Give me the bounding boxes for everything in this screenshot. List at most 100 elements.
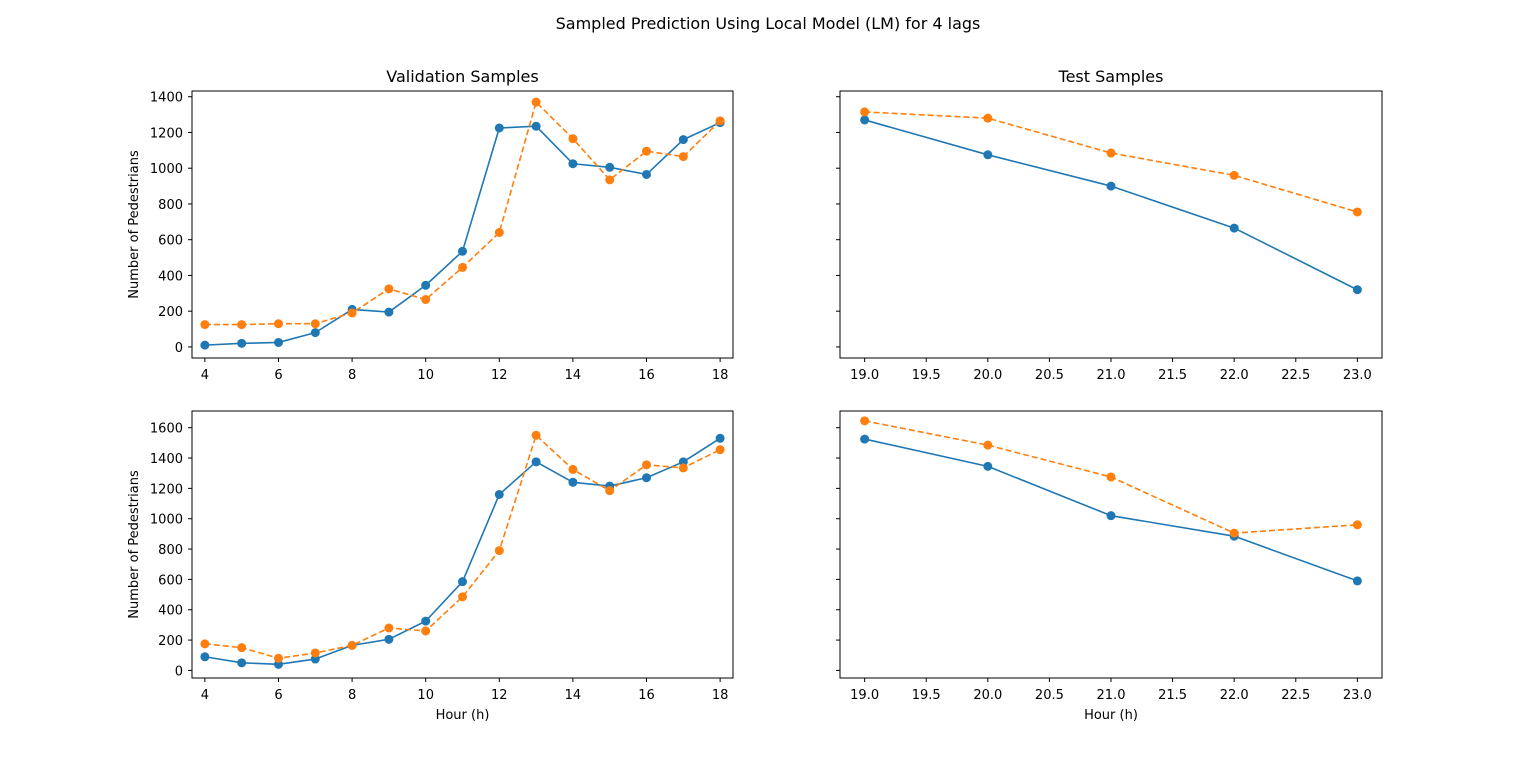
data-point [421,616,431,626]
x-tick-label: 16 [638,688,655,703]
subplot-2: 19.0 19.5 20.0 20.5 21.0 21.5 22.0 22.5 23.0 Test… [836,67,1383,383]
data-point [642,460,652,470]
x-tick-label: 18 [712,368,729,383]
data-point [860,107,870,117]
y-tick-label: 400 [158,269,183,284]
data-point [605,162,615,172]
data-point [458,262,467,272]
data-point [1352,207,1362,217]
data-point [642,473,652,483]
data-point [237,320,247,330]
series-line-solid [204,121,721,346]
x-axis-label: Hour (h) [436,708,490,723]
x-tick-label: 6 [274,368,282,383]
x-tick-label: 21.5 [1158,368,1187,383]
x-axis-label: Hour (h) [1084,708,1138,723]
data-point [458,592,467,602]
data-point [494,546,504,556]
data-point [200,652,210,662]
y-tick-label: 600 [158,573,183,588]
data-point [568,477,578,487]
x-tick-label: 16 [638,368,655,383]
data-point [983,461,993,471]
x-tick-label: 23.0 [1343,688,1372,703]
y-tick-label: 1000 [150,162,183,177]
data-point [1106,511,1116,521]
data-point [531,97,541,107]
data-point [1229,528,1239,538]
x-tick-label: 21.0 [1097,688,1126,703]
data-point [1106,181,1116,191]
data-point [421,626,431,636]
y-tick-label: 0 [175,341,183,356]
x-tick-label: 6 [274,688,282,703]
subplot-1: 4 6 8 10 12 14 16 18 0 200 400 600 800 1000 1200 1400 Va… [127,67,734,383]
y-tick-label: 800 [158,198,183,213]
x-tick-label: 19.0 [850,368,879,383]
data-point [568,464,578,474]
data-point [384,634,394,644]
x-tick-label: 12 [491,688,508,703]
series-line-solid [864,119,1358,291]
data-point [860,416,870,426]
subplots-group: 4 6 8 10 12 14 16 18 0 200 400 600 800 1000 1200 1400 Va… [127,67,1383,723]
data-point [421,280,431,290]
x-tick-label: 10 [417,688,434,703]
x-tick-label: 18 [712,688,729,703]
data-point [347,308,357,318]
x-tick-label: 23.0 [1343,368,1372,383]
x-tick-label: 20.0 [973,368,1002,383]
y-axis-label: Number of Pedestrians [127,470,142,619]
data-point [273,337,283,347]
axes-frame [839,90,1383,359]
data-point [605,486,615,496]
data-point [200,340,210,350]
x-tick-label: 8 [348,688,356,703]
data-point [310,328,320,338]
y-tick-label: 1400 [150,91,183,106]
y-tick-label: 1400 [150,452,183,467]
figure-title: Sampled Prediction Using Local Model (LM… [556,14,981,33]
subplot-4: 19.0 19.5 20.0 20.5 21.0 21.5 22.0 22.5 23.0 Hour… [836,410,1383,723]
x-tick-label: 21.0 [1097,368,1126,383]
data-point [1352,576,1362,586]
data-point [1229,223,1239,233]
data-point [384,623,394,633]
x-tick-label: 19.5 [912,688,941,703]
x-tick-label: 20.0 [973,688,1002,703]
y-tick-label: 800 [158,543,183,558]
x-tick-label: 4 [201,368,209,383]
data-point [347,640,357,650]
data-point [531,121,541,131]
data-point [1229,170,1239,180]
data-point [384,284,394,294]
data-point [605,175,615,185]
y-tick-label: 1200 [150,482,183,497]
data-point [715,116,725,126]
data-point [678,152,688,162]
x-tick-label: 22.5 [1281,368,1310,383]
y-tick-label: 200 [158,634,183,649]
data-point [1106,148,1116,158]
x-tick-label: 21.5 [1158,688,1187,703]
data-point [1106,472,1116,482]
data-point [678,463,688,473]
data-point [421,295,431,305]
y-tick-label: 1200 [150,126,183,141]
x-tick-label: 22.0 [1220,368,1249,383]
y-tick-label: 200 [158,305,183,320]
data-point [1352,285,1362,295]
subplot-title: Validation Samples [386,67,538,86]
x-tick-label: 14 [565,368,582,383]
data-point [273,319,283,329]
x-tick-label: 22.0 [1220,688,1249,703]
data-point [860,115,870,125]
x-tick-label: 4 [201,688,209,703]
x-tick-label: 19.5 [912,368,941,383]
data-point [384,307,394,317]
y-tick-label: 400 [158,604,183,619]
x-tick-label: 20.5 [1035,688,1064,703]
series-line-solid [204,437,721,666]
data-point [568,134,578,144]
data-point [568,159,578,169]
